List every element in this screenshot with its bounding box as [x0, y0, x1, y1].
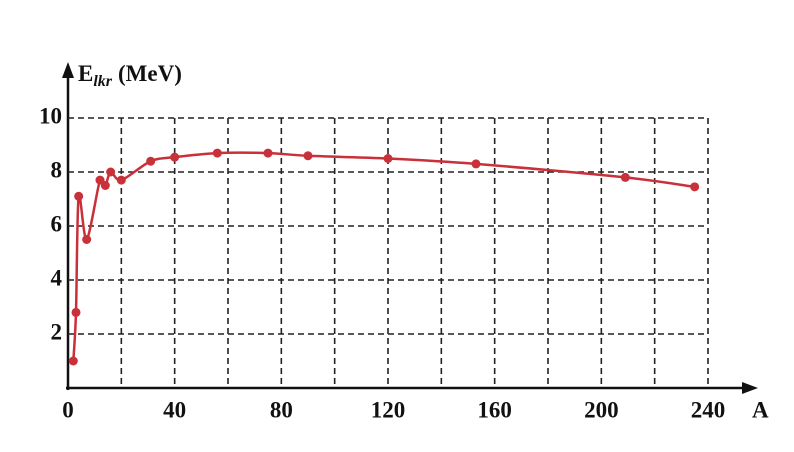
data-point: [82, 235, 92, 244]
x-arrow: [742, 382, 758, 394]
data-point: [471, 159, 481, 169]
data-point: [690, 182, 700, 192]
data-point: [620, 172, 630, 182]
data-point: [71, 307, 81, 317]
y-tick-label: 2: [51, 319, 63, 344]
data-point: [74, 191, 84, 201]
data-point: [146, 156, 156, 166]
y-tick-label: 4: [51, 265, 63, 290]
y-tick-label: 10: [39, 103, 62, 128]
x-tick-label: 240: [691, 397, 726, 422]
data-point: [100, 181, 110, 190]
data-point: [116, 175, 126, 185]
y-arrow: [62, 62, 74, 78]
data-point: [303, 151, 313, 161]
data-point: [68, 356, 78, 366]
data-point: [106, 167, 116, 177]
data-line: [72, 151, 695, 362]
y-axis-label: Elkr (MeV): [78, 61, 182, 89]
data-point: [383, 154, 393, 163]
x-tick-label: 0: [62, 397, 74, 422]
x-tick-label: 160: [477, 397, 512, 422]
x-tick-label: 40: [163, 397, 186, 422]
data-point: [263, 148, 273, 158]
y-tick-label: 8: [51, 157, 63, 182]
x-tick-label: 200: [584, 397, 619, 422]
x-axis-label: A: [752, 397, 769, 422]
y-tick-label: 6: [51, 211, 63, 236]
x-tick-label: 120: [371, 397, 406, 422]
x-tick-label: 80: [270, 397, 293, 422]
data-point: [212, 148, 222, 158]
data-point: [170, 152, 180, 162]
